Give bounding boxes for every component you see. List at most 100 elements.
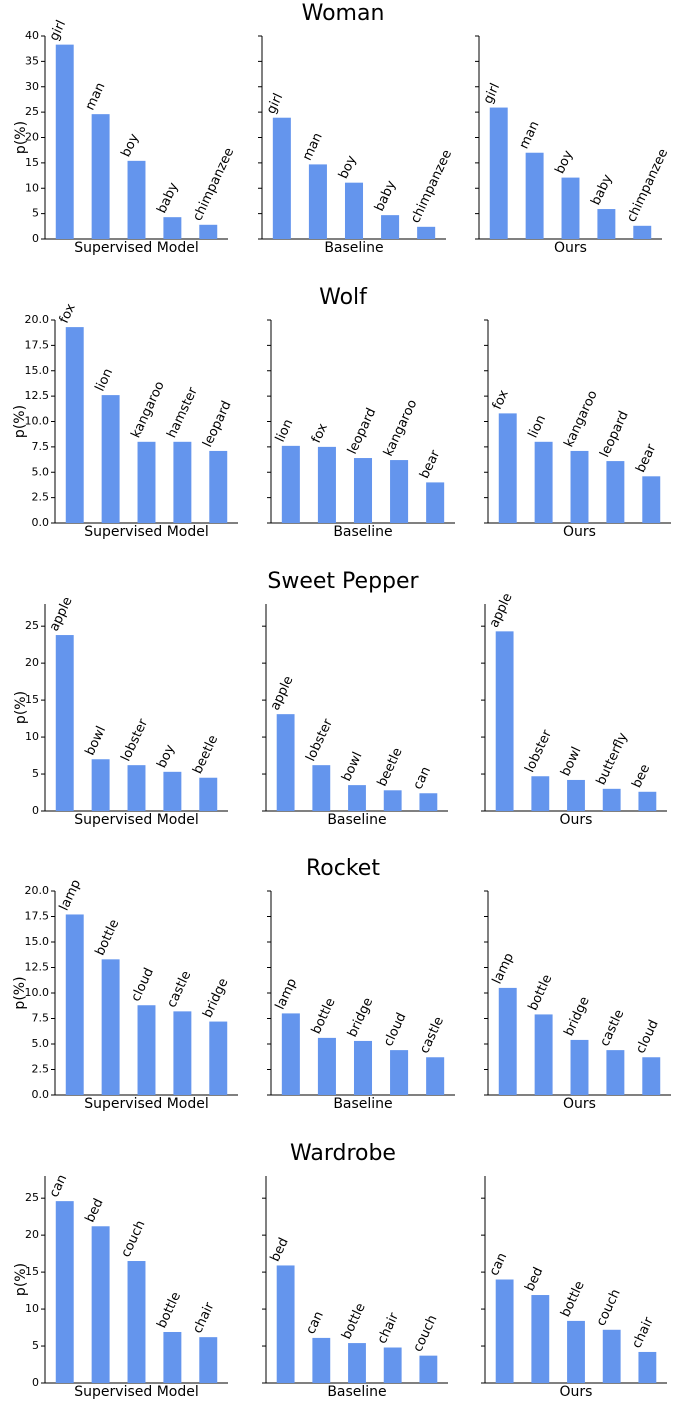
bar bbox=[638, 791, 657, 811]
panel-baseline: bed can bottle chair couch Baseline bbox=[262, 1176, 448, 1400]
x-axis-label: Baseline bbox=[333, 524, 392, 540]
bar bbox=[348, 785, 366, 811]
panel-baseline: lamp bottle bridge cloud castle Baseline bbox=[267, 890, 455, 1112]
bar-label: fox bbox=[490, 387, 512, 412]
bar bbox=[489, 107, 508, 240]
y-axis-label: p(%) bbox=[13, 121, 29, 154]
bar-label: apple bbox=[47, 595, 76, 634]
bar-label: bottle bbox=[526, 972, 556, 1013]
bar-label: lamp bbox=[57, 877, 84, 913]
bar bbox=[567, 779, 585, 811]
y-tick-label: 5 bbox=[32, 1339, 39, 1352]
bar bbox=[312, 765, 331, 811]
bar-label: leopard bbox=[597, 409, 631, 460]
bar-label: boy bbox=[119, 131, 143, 159]
bar bbox=[173, 441, 192, 523]
bar bbox=[353, 1040, 373, 1095]
bar-label: man bbox=[83, 80, 109, 113]
bar-label: couch bbox=[594, 1287, 624, 1328]
bar bbox=[91, 1226, 110, 1383]
bar-label: lamp bbox=[273, 976, 300, 1012]
bar-label: couch bbox=[119, 1218, 149, 1259]
bar bbox=[534, 1014, 553, 1095]
bar-label: chair bbox=[190, 1300, 218, 1336]
chart-title: Rocket bbox=[306, 856, 380, 881]
y-tick-label: 20.0 bbox=[25, 884, 50, 897]
bar-label: girl bbox=[264, 91, 286, 116]
bar bbox=[633, 225, 652, 239]
x-axis-label: Ours bbox=[563, 1096, 596, 1112]
bar-label: bowl bbox=[83, 724, 109, 758]
bar-label: fox bbox=[309, 421, 331, 446]
y-tick-label: 5.0 bbox=[32, 1037, 50, 1050]
y-tick-label: 10 bbox=[25, 181, 39, 194]
x-axis-label: Supervised Model bbox=[74, 1384, 198, 1400]
bar bbox=[570, 450, 589, 523]
bar bbox=[498, 413, 517, 523]
bar bbox=[642, 1057, 661, 1095]
y-tick-label: 17.5 bbox=[25, 910, 50, 923]
x-axis-label: Supervised Model bbox=[84, 1096, 208, 1112]
bar-label: bottle bbox=[93, 917, 123, 958]
y-tick-label: 2.5 bbox=[32, 491, 50, 504]
bar bbox=[602, 1329, 621, 1383]
bar bbox=[308, 164, 327, 239]
bar bbox=[597, 209, 616, 239]
bar bbox=[390, 460, 409, 523]
bar-label: leopard bbox=[345, 406, 379, 457]
y-tick-label: 0 bbox=[32, 804, 39, 817]
panel-supervised-model: 0.0 2.5 5.0 7.5 10.0 12.5 15.0 17.5 20.0 p(%) lamp… bbox=[12, 877, 238, 1112]
y-tick-label: 5 bbox=[32, 207, 39, 220]
bar bbox=[276, 1265, 295, 1383]
bar-label: kangaroo bbox=[129, 379, 168, 440]
y-axis-label: p(%) bbox=[12, 976, 28, 1009]
y-tick-label: 5.0 bbox=[32, 465, 50, 478]
bar-label: kangaroo bbox=[562, 388, 601, 449]
bar bbox=[525, 152, 544, 239]
bar-label: butterfly bbox=[594, 730, 631, 787]
y-tick-label: 10 bbox=[25, 1302, 39, 1315]
chart-title: Woman bbox=[302, 1, 385, 26]
bar-label: man bbox=[517, 119, 543, 152]
chart-title: Sweet Pepper bbox=[267, 569, 419, 594]
x-axis-label: Baseline bbox=[333, 1096, 392, 1112]
y-tick-label: 20 bbox=[25, 131, 39, 144]
panel-supervised-model: 0.0 2.5 5.0 7.5 10.0 12.5 15.0 17.5 20.0 p(%) fox l… bbox=[12, 301, 238, 540]
bar-label: boy bbox=[553, 148, 577, 176]
bar-label: boy bbox=[154, 742, 178, 770]
y-tick-label: 15 bbox=[25, 693, 39, 706]
bar bbox=[101, 959, 120, 1095]
bar bbox=[419, 793, 438, 811]
bar bbox=[567, 1320, 585, 1383]
bar bbox=[199, 777, 218, 811]
bar-label: lobster bbox=[303, 716, 336, 764]
bar bbox=[163, 1331, 182, 1383]
bar-label: bottle bbox=[154, 1290, 184, 1331]
bar-label: bottle bbox=[309, 996, 339, 1037]
chart-rocket: Rocket 0.0 2.5 5.0 7.5 10.0 12.5 15.0 17.5 20.0 p(… bbox=[12, 856, 671, 1112]
bar-label: bee bbox=[629, 762, 653, 790]
y-tick-label: 0 bbox=[32, 232, 39, 245]
y-tick-label: 15.0 bbox=[25, 364, 50, 377]
chart-wolf: Wolf 0.0 2.5 5.0 7.5 10.0 12.5 15.0 17.5 20.0 p(%)… bbox=[12, 285, 671, 540]
bar bbox=[209, 450, 228, 523]
bar-label: bear bbox=[633, 441, 659, 475]
bar bbox=[531, 1295, 550, 1383]
chart-title: Wolf bbox=[319, 285, 368, 310]
bar bbox=[419, 1355, 438, 1383]
bar-label: can bbox=[303, 1309, 326, 1337]
bar bbox=[495, 1279, 514, 1383]
bar bbox=[101, 395, 120, 523]
y-axis-label: p(%) bbox=[13, 1263, 29, 1296]
bar bbox=[383, 790, 402, 811]
bar bbox=[426, 1057, 445, 1095]
bar-label: bed bbox=[268, 1236, 292, 1265]
bar bbox=[531, 776, 550, 811]
